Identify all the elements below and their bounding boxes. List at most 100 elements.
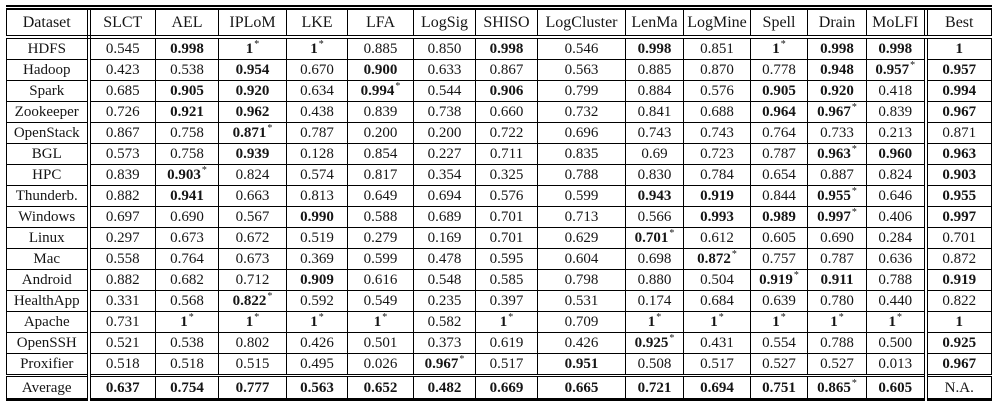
column-header-best: Best	[923, 7, 992, 39]
accuracy-value-cell: 0.955*	[807, 185, 867, 207]
accuracy-value-cell: 0.517	[683, 353, 751, 376]
accuracy-value-cell: 0.709	[537, 311, 626, 333]
accuracy-value-cell: 0.905	[155, 80, 219, 102]
best-value-cell: 0.967	[923, 353, 992, 376]
dataset-label: Mac	[6, 248, 91, 270]
dataset-label: Thunderb.	[6, 185, 91, 207]
accuracy-value-cell: 0.867	[475, 59, 538, 81]
accuracy-value-cell: 0.851	[683, 36, 751, 60]
accuracy-value-cell: 0.998	[866, 36, 926, 60]
accuracy-value-cell: 0.538	[155, 332, 219, 354]
accuracy-value-cell: 0.764	[155, 248, 219, 270]
dataset-label: Windows	[6, 206, 91, 228]
best-value-cell: 0.997	[923, 206, 992, 228]
table-row-mac: Mac 0.558 0.764 0.673 0.369 0.599 0.478 0.595 0.…	[6, 248, 992, 270]
accuracy-value-cell: 0.919	[683, 185, 751, 207]
best-value-cell: 0.957	[923, 59, 992, 81]
accuracy-value-cell: 0.354	[413, 164, 476, 186]
accuracy-value-cell: 0.515	[218, 353, 287, 376]
accuracy-value-cell: 0.813	[286, 185, 348, 207]
table-row-thunderb: Thunderb. 0.882 0.941 0.663 0.813 0.649 0.694 0…	[6, 185, 992, 207]
table-row-hadoop: Hadoop 0.423 0.538 0.954 0.670 0.900 0.633 0.86…	[6, 59, 992, 81]
accuracy-value-cell: 0.69	[625, 143, 684, 165]
accuracy-value-cell: 0.920	[807, 80, 867, 102]
accuracy-value-cell: 0.694	[413, 185, 476, 207]
table-row-hpc: HPC 0.839 0.903* 0.824 0.574 0.817 0.354 0.325 0…	[6, 164, 992, 186]
accuracy-value-cell: 0.960	[866, 143, 926, 165]
accuracy-value-cell: 0.531	[537, 290, 626, 312]
accuracy-value-cell: 0.663	[218, 185, 287, 207]
accuracy-value-cell: 0.128	[286, 143, 348, 165]
column-header-spell: Spell	[750, 7, 808, 39]
best-marker-asterisk: *	[851, 377, 857, 389]
accuracy-value-cell: 0.764	[750, 122, 808, 144]
table-row-apache: Apache 0.731 1* 1* 1* 1* 0.582 1* 0.709 1* 1* 1* 1* 1…	[6, 311, 992, 333]
dataset-label: HealthApp	[6, 290, 91, 312]
accuracy-value-cell: 0.604	[537, 248, 626, 270]
accuracy-value-cell: 0.738	[413, 101, 476, 123]
accuracy-value-cell: 0.887	[807, 164, 867, 186]
accuracy-value-cell: 0.939	[218, 143, 287, 165]
accuracy-value-cell: 0.369	[286, 248, 348, 270]
accuracy-value-cell: 0.605	[750, 227, 808, 249]
best-marker-asterisk: *	[459, 354, 465, 365]
best-value-cell: 0.822	[923, 290, 992, 312]
accuracy-value-cell: 0.844	[750, 185, 808, 207]
accuracy-value-cell: 0.548	[413, 269, 476, 291]
best-value-cell: 0.919	[923, 269, 992, 291]
accuracy-value-cell: 0.517	[475, 353, 538, 376]
accuracy-value-cell: 0.711	[475, 143, 538, 165]
best-marker-asterisk: *	[267, 123, 273, 134]
accuracy-value-cell: 0.504	[683, 269, 751, 291]
accuracy-value-cell: 0.518	[88, 353, 156, 376]
best-marker-asterisk: *	[780, 312, 786, 323]
accuracy-value-cell: 0.994*	[347, 80, 414, 102]
accuracy-value-cell: 0.722	[475, 122, 538, 144]
column-header-molfi: MoLFI	[866, 7, 926, 39]
accuracy-value-cell: 0.903*	[155, 164, 219, 186]
parsing-accuracy-table: Dataset SLCT AEL IPLoM LKE LFA LogSig SHISO LogC…	[6, 5, 992, 401]
accuracy-value-cell: 0.637	[88, 374, 156, 400]
accuracy-value-cell: 0.538	[155, 59, 219, 81]
accuracy-value-cell: 0.521	[88, 332, 156, 354]
accuracy-value-cell: 0.567	[218, 206, 287, 228]
best-marker-asterisk: *	[851, 102, 857, 113]
accuracy-value-cell: 0.595	[475, 248, 538, 270]
table-row-android: Android 0.882 0.682 0.712 0.909 0.616 0.548 0.5…	[6, 269, 992, 291]
accuracy-value-cell: 0.325	[475, 164, 538, 186]
accuracy-value-cell: 0.941	[155, 185, 219, 207]
accuracy-value-cell: 0.629	[537, 227, 626, 249]
best-marker-asterisk: *	[188, 312, 194, 323]
accuracy-value-cell: 0.882	[88, 185, 156, 207]
best-value-cell: 0.903	[923, 164, 992, 186]
accuracy-value-cell: 0.758	[155, 122, 219, 144]
accuracy-value-cell: 0.777	[218, 374, 287, 400]
best-marker-asterisk: *	[851, 186, 857, 197]
best-marker-asterisk: *	[254, 312, 260, 323]
best-marker-asterisk: *	[897, 312, 902, 323]
dataset-label: HPC	[6, 164, 91, 186]
best-marker-asterisk: *	[718, 312, 724, 323]
column-header-logsig: LogSig	[413, 7, 476, 39]
accuracy-value-cell: 0.967*	[807, 101, 867, 123]
accuracy-value-cell: 0.787	[807, 248, 867, 270]
best-marker-asterisk: *	[731, 249, 737, 260]
best-marker-asterisk: *	[395, 81, 401, 92]
accuracy-value-cell: 1*	[286, 36, 348, 60]
accuracy-value-cell: 1*	[347, 311, 414, 333]
accuracy-value-cell: 0.701	[475, 206, 538, 228]
accuracy-value-cell: 0.839	[866, 101, 926, 123]
accuracy-value-cell: 0.174	[625, 290, 684, 312]
accuracy-value-cell: 0.527	[807, 353, 867, 376]
accuracy-value-cell: 0.998	[625, 36, 684, 60]
accuracy-value-cell: 0.426	[537, 332, 626, 354]
accuracy-value-cell: 0.733	[807, 122, 867, 144]
table-row-openssh: OpenSSH 0.521 0.538 0.802 0.426 0.501 0.373 0.6…	[6, 332, 992, 354]
accuracy-value-cell: 0.549	[347, 290, 414, 312]
dataset-label: OpenSSH	[6, 332, 91, 354]
best-value-cell: 1	[923, 311, 992, 333]
accuracy-value-cell: 0.998	[155, 36, 219, 60]
column-header-shiso: SHISO	[475, 7, 538, 39]
accuracy-value-cell: 0.963*	[807, 143, 867, 165]
accuracy-value-cell: 0.694	[683, 374, 751, 400]
